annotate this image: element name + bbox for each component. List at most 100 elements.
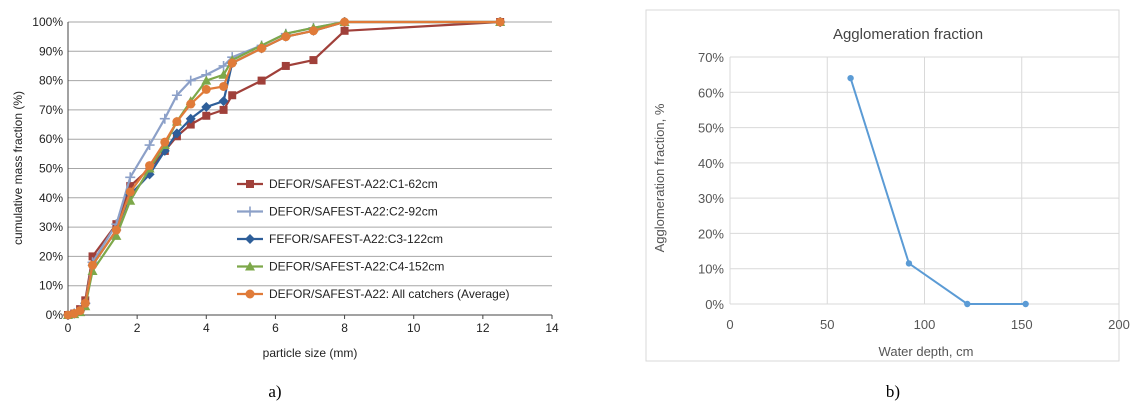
chart-b-y-tick-label: 0% bbox=[705, 297, 724, 312]
chart-a-point bbox=[228, 91, 237, 100]
chart-a-point bbox=[218, 60, 229, 71]
chart-a-y-tick-label: 30% bbox=[39, 220, 63, 234]
chart-a-legend-entry: DEFOR/SAFEST-A22:C4-152cm bbox=[269, 260, 444, 274]
chart-a-legend-marker bbox=[245, 234, 255, 244]
chart-b-y-tick-label: 40% bbox=[698, 156, 724, 171]
chart-a-point bbox=[126, 182, 135, 191]
chart-b-point bbox=[964, 300, 971, 308]
chart-a-point bbox=[125, 195, 136, 205]
chart-b-series-line bbox=[849, 77, 1026, 305]
chart-a-axes bbox=[67, 22, 553, 319]
chart-b-y-tick-label: 50% bbox=[698, 121, 724, 136]
chart-a-legend-marker bbox=[246, 180, 254, 188]
chart-a-point bbox=[75, 306, 85, 316]
chart-b-y-axis-label: Agglomeration fraction, % bbox=[652, 103, 667, 252]
chart-a-point bbox=[125, 187, 135, 197]
chart-a-y-axis-label: cumulative mass fraction (%) bbox=[11, 91, 25, 245]
chart-a-point bbox=[495, 17, 505, 27]
chart-b-y-tick-label: 10% bbox=[698, 262, 724, 277]
chart-a-y-tick-label: 70% bbox=[39, 103, 63, 117]
chart-a-y-tick-label: 0% bbox=[46, 308, 64, 322]
chart-a-x-tick-label: 8 bbox=[341, 321, 348, 335]
chart-a-point bbox=[171, 90, 182, 101]
chart-a-point bbox=[257, 43, 267, 53]
chart-a-legend-marker bbox=[245, 289, 255, 299]
caption-b: b) bbox=[886, 382, 900, 401]
chart-a-point bbox=[281, 61, 290, 70]
chart-b-x-tick-label: 200 bbox=[1108, 317, 1130, 332]
chart-a-point bbox=[185, 113, 196, 124]
chart-a-x-tick-label: 4 bbox=[203, 321, 210, 335]
chart-a-legend-entry: DEFOR/SAFEST-A22:C2-92cm bbox=[269, 205, 438, 219]
chart-a-x-tick-label: 2 bbox=[134, 321, 141, 335]
chart-a-point bbox=[281, 32, 291, 42]
chart-b-point bbox=[905, 260, 913, 267]
chart-a-point bbox=[171, 128, 182, 139]
chart-a-point bbox=[80, 298, 90, 308]
chart-a-point bbox=[219, 81, 229, 91]
chart-a-point bbox=[186, 120, 195, 129]
chart-b-series bbox=[847, 74, 1029, 308]
chart-a-point bbox=[201, 75, 212, 85]
chart-a-x-tick-label: 12 bbox=[476, 321, 490, 335]
chart-a-point bbox=[202, 111, 211, 120]
chart-a-x-tick-label: 10 bbox=[407, 321, 421, 335]
chart-a-legend-marker bbox=[245, 261, 255, 271]
chart-a-y-tick-label: 10% bbox=[39, 279, 63, 293]
chart-a-x-axis-label: particle size (mm) bbox=[263, 346, 358, 360]
chart-b-x-tick-label: 150 bbox=[1011, 317, 1033, 332]
chart-a-y-tick-label: 40% bbox=[39, 191, 63, 205]
chart-a-point bbox=[160, 137, 170, 147]
chart-b-x-axis-label: Water depth, cm bbox=[879, 344, 974, 359]
chart-a-x-tick-label: 0 bbox=[65, 321, 72, 335]
chart-a-point bbox=[218, 69, 229, 79]
chart-a-point bbox=[227, 58, 237, 68]
chart-a-point bbox=[145, 161, 155, 171]
chart-a-y-tick-label: 80% bbox=[39, 74, 63, 88]
chart-a-point bbox=[111, 230, 122, 240]
chart-a-legend-entry: FEFOR/SAFEST-A22:C3-122cm bbox=[269, 232, 443, 246]
chart-a-x-tick-label: 14 bbox=[545, 321, 559, 335]
caption-a: a) bbox=[268, 382, 281, 401]
chart-a-point bbox=[111, 225, 121, 235]
chart-b-x-tick-label: 0 bbox=[726, 317, 733, 332]
chart-b-ticks: 0% 10% 20% 30% 40% 50% 60% 70% 0 50 100 150 200 bbox=[698, 50, 1130, 332]
chart-a-series bbox=[63, 17, 506, 320]
chart-b-y-tick-label: 30% bbox=[698, 191, 724, 206]
chart-a-point bbox=[309, 56, 318, 65]
chart-a-y-tick-label: 90% bbox=[39, 44, 63, 58]
chart-a-point bbox=[172, 117, 182, 127]
chart-a-x-tick-label: 6 bbox=[272, 321, 279, 335]
chart-a-point bbox=[201, 101, 212, 112]
chart-a-point bbox=[144, 140, 155, 151]
chart-a-point bbox=[340, 26, 349, 35]
chart-a-legend-marker bbox=[245, 206, 255, 217]
chart-a-point bbox=[88, 252, 97, 261]
chart-a: 0% 10% 20% 30% 40% 50% 60% 70% 80% 90% 100% 0 2 4 6 8 10… bbox=[11, 15, 559, 401]
chart-a-legend-entry: DEFOR/SAFEST-A22: All catchers (Average) bbox=[269, 287, 510, 301]
chart-a-point bbox=[125, 172, 136, 183]
chart-a-y-tick-label: 50% bbox=[39, 162, 63, 176]
chart-b-grid bbox=[729, 56, 1120, 305]
chart-b-title: Agglomeration fraction bbox=[833, 26, 983, 43]
chart-a-y-tick-label: 100% bbox=[32, 15, 63, 29]
chart-a-point bbox=[201, 84, 211, 94]
chart-a-point bbox=[88, 260, 98, 270]
chart-a-legend-entry: DEFOR/SAFEST-A22:C1-62cm bbox=[269, 177, 438, 191]
chart-b-point bbox=[847, 74, 854, 82]
chart-a-point bbox=[186, 99, 196, 109]
chart-a-point bbox=[185, 75, 196, 86]
chart-b-y-tick-label: 20% bbox=[698, 226, 724, 241]
chart-a-point bbox=[257, 76, 266, 85]
chart-a-point bbox=[159, 113, 170, 124]
chart-b-y-tick-label: 70% bbox=[698, 50, 724, 65]
chart-a-point bbox=[218, 96, 229, 107]
chart-a-point bbox=[340, 17, 350, 27]
chart-a-legend: DEFOR/SAFEST-A22:C1-62cm DEFOR/SAFEST-A22… bbox=[237, 177, 510, 301]
chart-a-point bbox=[219, 105, 228, 114]
chart-b-y-tick-label: 60% bbox=[698, 85, 724, 100]
chart-a-y-tick-label: 20% bbox=[39, 249, 63, 263]
chart-a-point bbox=[308, 26, 318, 36]
chart-b-x-tick-label: 100 bbox=[914, 317, 936, 332]
chart-b: Agglomeration fraction 0% 10% 20% 30% 40% 50%… bbox=[645, 9, 1130, 401]
